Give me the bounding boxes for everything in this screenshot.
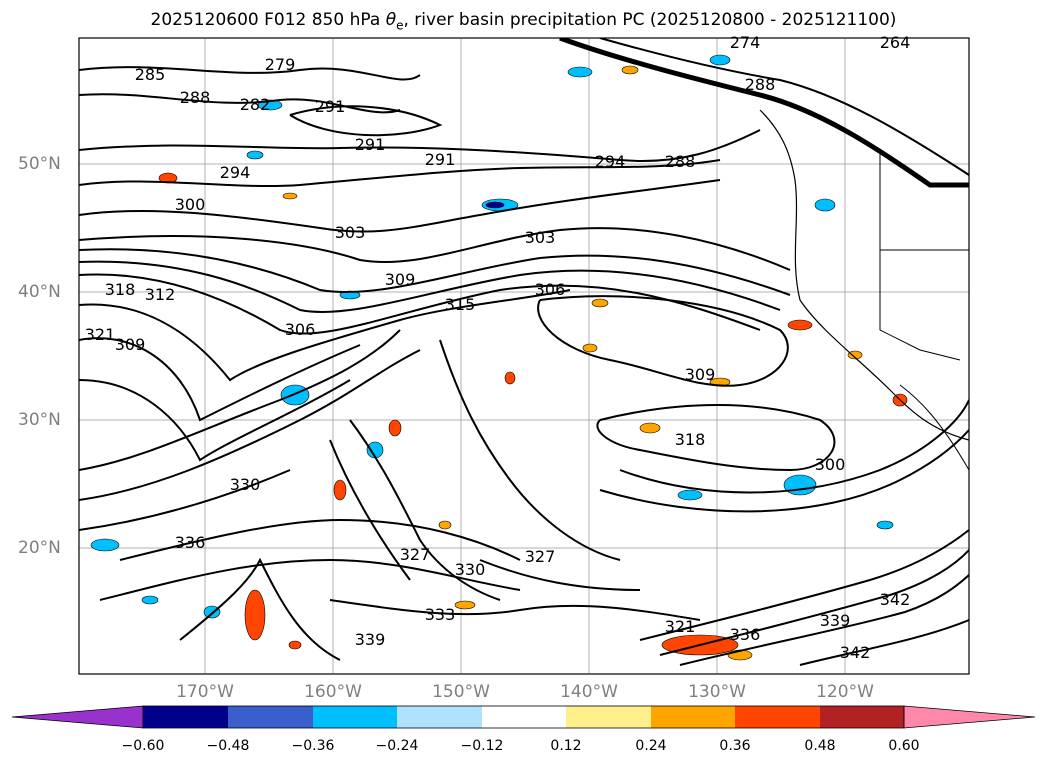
theta-e-contours: [79, 66, 969, 666]
colorbar-frame: [142, 705, 905, 729]
contour-label: 274: [730, 33, 761, 52]
colorbar-tick: −0.48: [206, 738, 250, 754]
contour-label: 342: [840, 643, 871, 662]
colorbar-tick: 0.48: [804, 738, 836, 754]
contour-label: 288: [665, 152, 696, 171]
contour-label: 330: [230, 475, 261, 494]
contour-label: 315: [445, 295, 476, 314]
contour-label: 318: [105, 280, 136, 299]
title-prefix: 2025120600 F012 850 hPa: [150, 10, 386, 30]
lat-label: 20°N: [18, 538, 61, 558]
colorbar: [11, 705, 1036, 729]
colorbar-bin: [397, 706, 482, 728]
contour-label: 336: [730, 625, 761, 644]
contour-label: 339: [820, 611, 851, 630]
contour-label: 294: [595, 152, 626, 171]
contour-label: 300: [815, 455, 846, 474]
contour-label: 282: [240, 95, 271, 114]
colorbar-tick: −0.12: [460, 738, 504, 754]
colorbar-arrow-left: [11, 705, 144, 729]
colorbar-tick: 0.12: [550, 738, 582, 754]
map-background: [79, 38, 969, 674]
colorbar-tick: −0.24: [375, 738, 419, 754]
contour-label: 318: [675, 430, 706, 449]
colorbar-tick: 0.24: [635, 738, 667, 754]
colorbar-bin: [735, 706, 820, 728]
contour-label: 300: [175, 195, 206, 214]
contour-label: 294: [220, 163, 251, 182]
contour-label: 285: [135, 65, 166, 84]
lon-label: 120°W: [816, 682, 874, 702]
colorbar-tick: 0.36: [719, 738, 751, 754]
colorbar-tick: −0.60: [121, 738, 165, 754]
contour-label: 264: [880, 33, 911, 52]
title-suffix: , river basin precipitation PC (20251208…: [403, 10, 897, 30]
lon-label: 140°W: [560, 682, 618, 702]
coastline: [559, 38, 969, 471]
lat-label: 40°N: [18, 282, 61, 302]
map-frame: [78, 37, 970, 675]
lon-label: 170°W: [176, 682, 234, 702]
contour-label: 339: [355, 630, 386, 649]
contour-label: 291: [315, 97, 346, 116]
contour-label: 306: [285, 320, 316, 339]
contour-label: 291: [425, 150, 456, 169]
colorbar-bin: [820, 706, 904, 728]
contour-label: 327: [525, 547, 556, 566]
contour-label: 333: [425, 605, 456, 624]
contour-label: 306: [535, 280, 566, 299]
contour-label: 312: [145, 285, 176, 304]
lon-label: 130°W: [688, 682, 746, 702]
contour-label: 288: [745, 75, 776, 94]
colorbar-bin: [313, 706, 397, 728]
title-theta: θ: [385, 10, 397, 30]
colorbar-bin: [143, 706, 228, 728]
contour-label: 330: [455, 560, 486, 579]
contour-label: 309: [385, 270, 416, 289]
map-content: [79, 38, 969, 674]
contour-label: 309: [115, 335, 146, 354]
contour-label: 279: [265, 55, 296, 74]
contour-label: 336: [175, 533, 206, 552]
colorbar-bin: [482, 706, 566, 728]
colorbar-bin: [651, 706, 735, 728]
contour-label: 321: [665, 617, 696, 636]
contour-label: 342: [880, 590, 911, 609]
lon-label: 150°W: [432, 682, 490, 702]
map-title: 2025120600 F012 850 hPa θe, river basin …: [0, 10, 1047, 32]
colorbar-tick: 0.60: [888, 738, 920, 754]
colorbar-tick: −0.36: [291, 738, 335, 754]
title-theta-sub: e: [396, 18, 404, 33]
contour-label: 321: [85, 325, 116, 344]
lat-label: 30°N: [18, 410, 61, 430]
contour-label: 327: [400, 545, 431, 564]
colorbar-bin: [228, 706, 313, 728]
contour-label: 303: [525, 228, 556, 247]
contour-label: 303: [335, 223, 366, 242]
colorbar-bin: [566, 706, 651, 728]
lat-label: 50°N: [18, 154, 61, 174]
contour-label: 288: [180, 88, 211, 107]
colorbar-arrow-right: [903, 705, 1036, 729]
contour-label: 309: [685, 365, 716, 384]
contour-label: 291: [355, 135, 386, 154]
lon-label: 160°W: [304, 682, 362, 702]
